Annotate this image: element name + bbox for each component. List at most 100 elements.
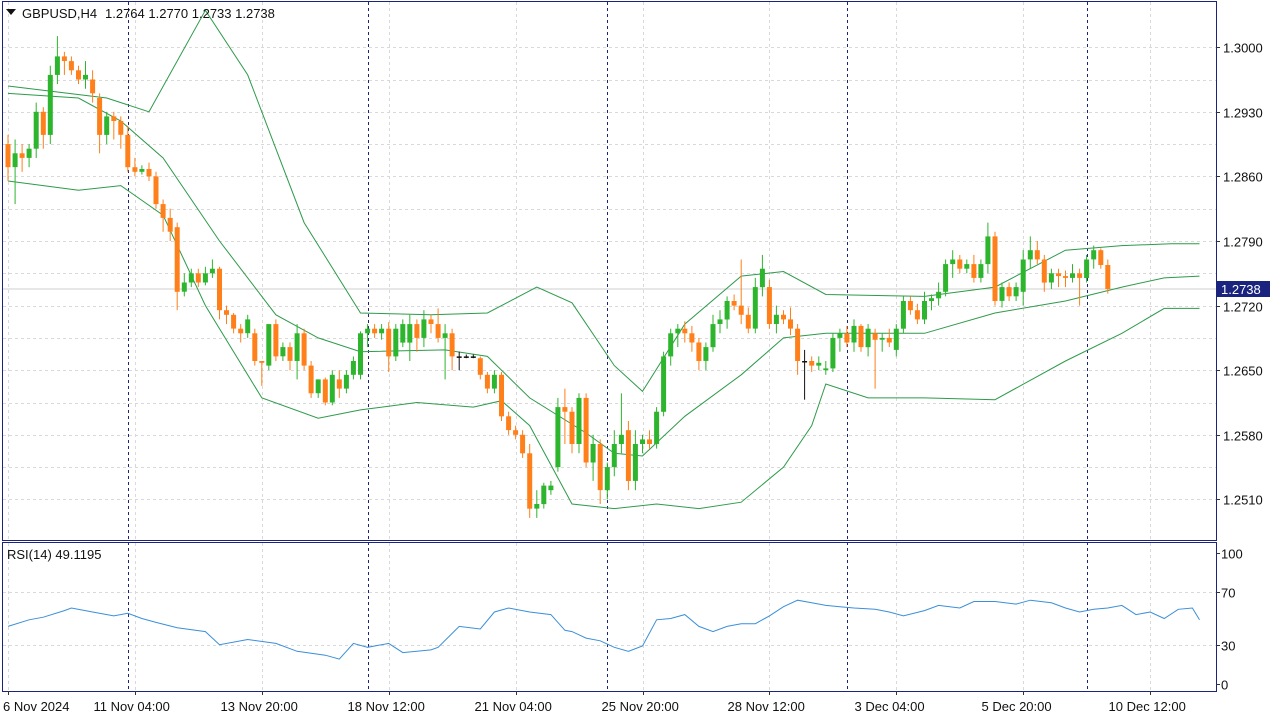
candle-body[interactable] [541,485,547,505]
candle-body[interactable] [167,217,173,232]
candle-body[interactable] [245,319,251,334]
candle-body[interactable] [343,374,349,389]
candle-body[interactable] [1077,273,1083,278]
candle-body[interactable] [914,310,920,320]
candle-body[interactable] [188,273,194,283]
candle-body[interactable] [456,356,462,358]
candle-body[interactable] [802,361,808,363]
candle-body[interactable] [618,434,624,444]
candle-body[interactable] [83,74,88,80]
candle-body[interactable] [336,379,342,389]
candle-body[interactable] [76,70,81,80]
candle-body[interactable] [428,319,434,324]
candle-body[interactable] [1084,259,1090,279]
candle-body[interactable] [1013,287,1019,297]
candle-body[interactable] [943,264,949,292]
candle-body[interactable] [548,485,554,491]
candle-body[interactable] [675,328,681,334]
candle-body[interactable] [1105,265,1111,289]
candle-body[interactable] [266,324,272,366]
candle-body[interactable] [590,444,596,463]
candle-body[interactable] [1041,259,1047,283]
candle-body[interactable] [315,379,321,394]
candle-body[interactable] [809,361,815,366]
candle-body[interactable] [372,328,378,334]
candle-body[interactable] [985,236,991,265]
candle-body[interactable] [322,379,328,403]
candle-body[interactable] [668,333,674,357]
candle-body[interactable] [118,121,124,135]
candle-body[interactable] [950,259,956,265]
candle-body[interactable] [54,56,60,75]
candle-body[interactable] [463,356,469,358]
candle-body[interactable] [125,134,131,168]
candle-body[interactable] [379,328,385,334]
candle-body[interactable] [350,361,356,375]
candle-body[interactable] [513,430,519,435]
candle-body[interactable] [174,227,180,292]
candle-body[interactable] [365,328,371,334]
candle-body[interactable] [654,411,660,444]
candle-body[interactable] [731,301,737,306]
candle-body[interactable] [19,153,25,158]
candlesticks[interactable] [5,36,1111,518]
candle-body[interactable] [604,467,610,491]
candle-body[interactable] [97,98,103,135]
candle-body[interactable] [703,347,709,361]
candle-body[interactable] [745,314,751,329]
candle-body[interactable] [823,368,829,371]
candle-body[interactable] [61,56,67,61]
candle-body[interactable] [922,301,927,320]
candle-body[interactable] [724,301,730,320]
candle-body[interactable] [1063,276,1068,278]
candle-body[interactable] [1091,250,1097,260]
candle-body[interactable] [1027,250,1033,260]
candle-body[interactable] [449,333,455,357]
candle-body[interactable] [393,328,399,357]
candle-body[interactable] [301,333,307,366]
candle-body[interactable] [5,144,11,168]
candle-body[interactable] [717,319,723,324]
candle-body[interactable] [111,116,117,121]
candle-body[interactable] [879,337,885,340]
candle-body[interactable] [682,328,688,334]
candle-body[interactable] [386,328,392,357]
candle-body[interactable] [259,361,265,363]
candle-body[interactable] [872,333,878,340]
candle-body[interactable] [893,328,899,350]
candle-body[interactable] [576,397,582,444]
candle-body[interactable] [202,273,208,283]
candle-body[interactable] [470,356,476,358]
candle-body[interactable] [280,347,286,357]
candle-body[interactable] [195,273,201,283]
collapse-triangle-icon[interactable] [6,9,16,15]
candle-body[interactable] [992,236,998,301]
candle-body[interactable] [520,434,526,454]
candle-body[interactable] [773,314,779,324]
candle-body[interactable] [562,407,568,412]
candle-body[interactable] [153,176,159,205]
candle-body[interactable] [766,287,772,324]
candle-body[interactable] [414,324,420,338]
candle-body[interactable] [957,259,963,269]
candle-body[interactable] [407,324,413,343]
candle-body[interactable] [273,324,279,357]
candle-body[interactable] [781,314,786,320]
candle-body[interactable] [68,61,74,71]
candle-body[interactable] [90,79,96,94]
candle-body[interactable] [844,333,850,343]
candle-body[interactable] [837,333,843,338]
candle-body[interactable] [661,356,667,412]
candle-body[interactable] [33,111,39,149]
candle-body[interactable] [788,319,793,329]
candle-body[interactable] [231,314,237,329]
time-axis[interactable]: 6 Nov 2024 11 Nov 04:00 13 Nov 20:00 18 Nov… [3,691,1186,714]
candle-body[interactable] [442,333,448,338]
candle-body[interactable] [209,268,215,274]
candle-body[interactable] [146,169,152,177]
candle-body[interactable] [287,347,293,361]
candle-body[interactable] [569,411,575,444]
candle-body[interactable] [964,264,970,269]
candle-body[interactable] [181,282,187,292]
candle-body[interactable] [1034,250,1040,260]
